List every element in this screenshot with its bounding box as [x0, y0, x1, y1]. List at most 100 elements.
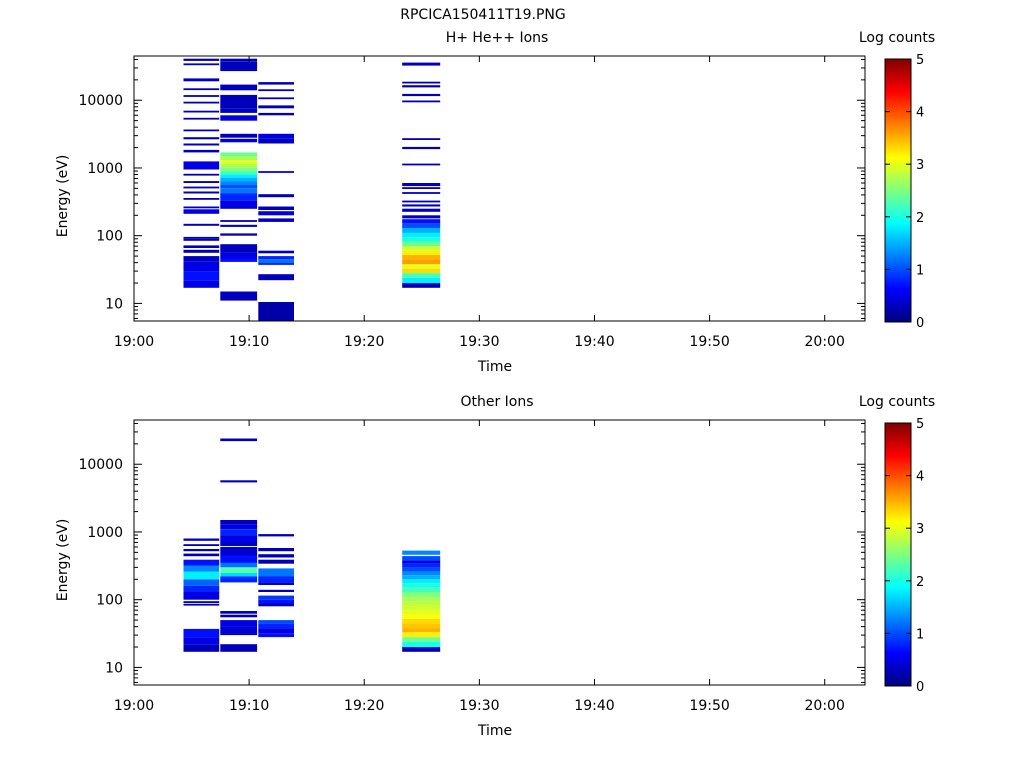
x-tick-label: 19:50	[689, 698, 729, 714]
x-tick-label: 19:10	[229, 698, 269, 714]
heatmap-cell	[183, 549, 220, 552]
y-tick-label: 10	[105, 296, 123, 312]
heatmap-cell	[220, 438, 258, 442]
x-tick-label: 19:30	[459, 698, 499, 714]
heatmap-cell	[402, 62, 441, 66]
heatmap-cell	[402, 614, 441, 619]
heatmap-cell	[258, 171, 294, 173]
heatmap-cell	[183, 101, 220, 104]
heatmap-cell	[183, 238, 220, 241]
heatmap-cell	[258, 112, 294, 116]
heatmap-cell	[183, 206, 220, 209]
heatmap-cell	[402, 273, 441, 278]
heatmap-cell	[183, 280, 220, 288]
heatmap-cell	[220, 171, 258, 175]
heatmap-cell	[402, 587, 441, 592]
heatmap-cell	[402, 268, 441, 274]
heatmap-cell	[220, 152, 258, 157]
heatmap-cell	[402, 223, 441, 228]
heatmap-cell	[220, 115, 258, 121]
heatmap-cell	[183, 161, 220, 170]
heatmap-cell	[183, 58, 220, 61]
x-tick-label: 19:40	[574, 698, 614, 714]
heatmap-cell	[402, 550, 441, 555]
heatmap-cell	[183, 78, 220, 82]
heatmap-cell	[402, 605, 441, 611]
heatmap-cell	[220, 84, 258, 91]
heatmap-cell	[220, 555, 258, 563]
heatmap-cell	[258, 534, 294, 537]
colorbar-tick-label: 4	[916, 470, 924, 485]
x-tick-label: 19:10	[229, 334, 269, 350]
colorbar-tick-label: 3	[916, 522, 924, 537]
y-axis-label: Energy (eV)	[55, 519, 71, 602]
heatmap-cell	[183, 149, 220, 153]
y-tick-label: 10	[105, 660, 123, 676]
heatmap-cell	[220, 572, 258, 577]
heatmap-cell	[402, 192, 441, 194]
heatmap-cell	[402, 138, 441, 140]
heatmap-cell	[220, 133, 258, 138]
y-tick-label: 1000	[87, 525, 123, 541]
panel-h-he-ions: H+ He++ Ions Log counts Time Energy (eV)…	[55, 30, 935, 375]
y-axis-label: Energy (eV)	[55, 155, 71, 238]
heatmap-cell	[258, 603, 294, 607]
heatmap-cell	[220, 562, 258, 568]
heatmap-cell	[258, 623, 294, 629]
heatmap-cell	[258, 262, 294, 265]
heatmap-cell	[183, 628, 220, 638]
heatmap-cell	[183, 209, 220, 214]
heatmap-cell	[183, 592, 220, 600]
heatmap-cell	[183, 117, 220, 120]
heatmap-cell	[220, 61, 258, 72]
heatmap-cell	[402, 556, 441, 561]
heatmap-cell	[183, 191, 220, 194]
heatmap-cell	[402, 241, 441, 247]
heatmap-cell	[183, 245, 220, 248]
heatmap-cell	[183, 186, 220, 189]
heatmap-cell	[258, 595, 294, 600]
heatmap-cell	[220, 244, 258, 253]
x-tick-label: 19:30	[459, 334, 499, 350]
y-tick-label: 100	[96, 593, 123, 609]
heatmap-cell	[402, 583, 441, 588]
heatmap-cell	[402, 204, 441, 207]
heatmap-cell	[402, 215, 441, 219]
heatmap-cell	[183, 538, 220, 541]
heatmap-cell	[402, 277, 441, 284]
colorbar-tick-label: 0	[916, 316, 924, 331]
y-tick-label: 1000	[87, 161, 123, 177]
heatmap-cell	[402, 163, 441, 166]
heatmap-cell	[258, 628, 294, 634]
heatmap-cell	[220, 58, 258, 62]
heatmap-cell	[183, 603, 220, 606]
heatmap-cell	[183, 249, 220, 253]
heatmap-cell	[220, 291, 258, 301]
colorbar	[884, 58, 912, 323]
heatmap-cell	[258, 194, 294, 198]
heatmap-cell	[258, 589, 294, 592]
heatmap-cell	[402, 81, 441, 84]
heatmap-cell	[183, 88, 220, 91]
y-tick-label: 10000	[78, 93, 123, 109]
heatmap-cell	[183, 236, 220, 239]
heatmap-cell	[183, 63, 220, 66]
panel-other-ions: Other Ions Log counts Time Energy (eV) 1…	[55, 394, 935, 739]
colorbar-tick-label: 5	[916, 417, 924, 432]
x-tick-label: 19:00	[114, 334, 154, 350]
heatmap-cell	[220, 163, 258, 168]
heatmap-cell	[183, 110, 220, 113]
heatmap-cell	[402, 575, 441, 580]
y-tick-label: 100	[96, 229, 123, 245]
heatmap-cell	[220, 535, 258, 543]
heatmap-cell	[220, 626, 258, 636]
heatmap-cell	[220, 620, 258, 627]
colorbar-label: Log counts	[859, 394, 935, 410]
heatmap-cell	[402, 632, 441, 638]
heatmap-cell	[402, 563, 441, 568]
heatmap-cell	[220, 520, 258, 525]
heatmap-cell	[258, 633, 294, 638]
heatmap-cell	[402, 250, 441, 255]
colorbar-tick-label: 5	[916, 53, 924, 68]
